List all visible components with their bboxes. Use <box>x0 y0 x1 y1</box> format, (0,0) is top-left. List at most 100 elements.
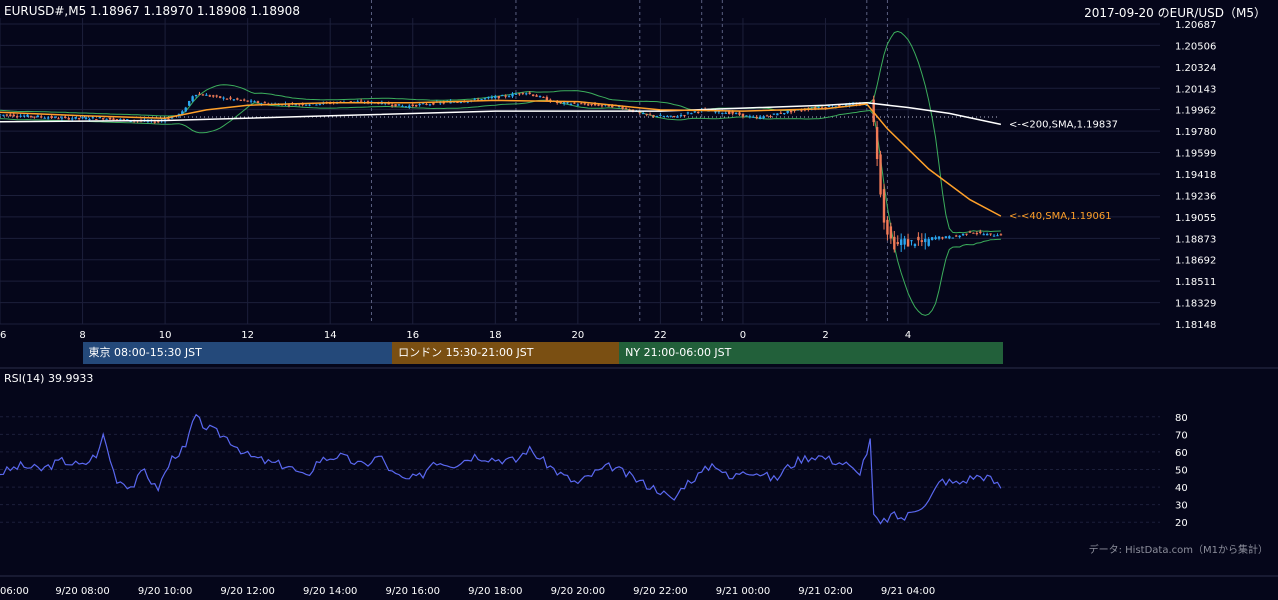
candle <box>817 107 820 109</box>
rsi-y-tick: 60 <box>1175 448 1188 459</box>
candle <box>621 106 624 109</box>
time-x-tick: 9/21 04:00 <box>881 586 935 597</box>
bollinger-upper <box>0 30 1001 234</box>
candle <box>329 103 332 105</box>
time-x-tick: 9/21 00:00 <box>716 586 770 597</box>
candle <box>246 100 249 102</box>
candle <box>208 95 212 97</box>
candle <box>12 114 15 117</box>
price-y-tick: 1.18511 <box>1175 277 1216 288</box>
price-x-tick: 18 <box>489 330 502 341</box>
candle <box>67 118 70 120</box>
candle <box>941 237 944 239</box>
candle <box>645 113 648 115</box>
candle <box>624 108 628 110</box>
sma40-line <box>0 99 1002 217</box>
time-x-tick: 9/21 02:00 <box>798 586 852 597</box>
candle <box>937 236 941 239</box>
candle <box>81 117 84 119</box>
rsi-line <box>0 413 1002 525</box>
candle <box>0 114 2 116</box>
candle <box>198 93 201 95</box>
candle <box>679 114 683 116</box>
candle <box>507 96 511 98</box>
candle <box>256 101 260 104</box>
session-tokyo: 東京 08:00-15:30 JST <box>82 342 393 364</box>
candle <box>387 103 390 105</box>
candle <box>181 111 184 115</box>
candle <box>741 113 745 117</box>
candle <box>463 101 466 103</box>
candle <box>721 112 724 114</box>
candle <box>638 112 641 114</box>
candle <box>421 103 425 105</box>
candle <box>851 103 855 105</box>
candle <box>215 95 218 97</box>
candle <box>157 121 160 123</box>
candle <box>789 110 793 113</box>
time-x-tick: 9/20 16:00 <box>386 586 440 597</box>
candle <box>913 244 917 247</box>
candle <box>714 111 717 113</box>
candle <box>559 102 562 104</box>
candle <box>184 107 187 112</box>
candle <box>648 114 652 116</box>
candle <box>64 117 67 119</box>
candle <box>758 116 762 119</box>
candle <box>611 105 614 108</box>
rsi-y-tick: 20 <box>1175 518 1188 529</box>
candle <box>521 92 525 94</box>
rsi-y-tick: 30 <box>1175 501 1188 512</box>
candle <box>724 112 727 114</box>
candle <box>359 100 363 102</box>
candle <box>820 107 824 109</box>
candle <box>597 104 600 106</box>
candle <box>19 115 22 117</box>
candle <box>514 93 518 95</box>
price-y-tick: 1.19236 <box>1175 191 1216 202</box>
candle <box>108 117 112 120</box>
candle <box>201 94 205 96</box>
candle <box>239 99 242 101</box>
price-x-tick: 14 <box>324 330 337 341</box>
candle <box>893 236 896 250</box>
price-x-tick: 22 <box>654 330 667 341</box>
time-x-tick: 9/20 20:00 <box>551 586 605 597</box>
candle <box>920 240 924 242</box>
price-y-tick: 1.18692 <box>1175 256 1216 267</box>
candle <box>490 97 494 99</box>
session-newyork: NY 21:00-06:00 JST <box>619 342 1003 364</box>
candle <box>672 115 676 117</box>
candle <box>783 113 786 115</box>
candle <box>996 235 999 237</box>
price-x-tick: 4 <box>905 330 911 341</box>
candle <box>600 105 604 107</box>
candle <box>119 118 122 120</box>
price-y-tick: 1.18329 <box>1175 299 1216 310</box>
candle <box>824 107 827 109</box>
price-x-tick: 2 <box>822 330 828 341</box>
candle <box>917 236 920 241</box>
candle <box>872 99 875 123</box>
candle <box>772 113 776 115</box>
candle <box>683 115 686 117</box>
bollinger-lower <box>0 99 1001 316</box>
candle <box>910 240 913 242</box>
candle <box>218 96 222 98</box>
candle <box>101 118 105 120</box>
candle <box>476 99 480 101</box>
candle <box>838 104 841 107</box>
price-y-tick: 1.19055 <box>1175 213 1216 224</box>
time-x-tick: 06:00 <box>0 586 29 597</box>
candle <box>765 115 769 117</box>
candle <box>538 96 542 98</box>
candle <box>46 117 50 119</box>
candle <box>813 107 817 109</box>
candle <box>500 95 504 97</box>
candle <box>903 238 906 245</box>
candle <box>906 239 910 247</box>
candle <box>212 95 215 97</box>
candle <box>961 233 965 236</box>
candle <box>528 92 531 94</box>
candle <box>889 226 893 239</box>
